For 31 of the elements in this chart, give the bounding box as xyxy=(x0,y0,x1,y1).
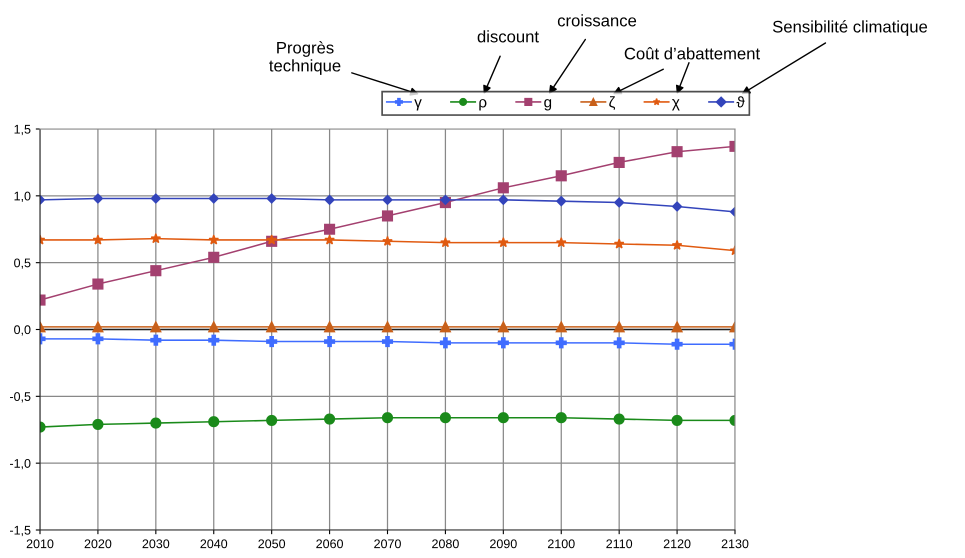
x-tick-label: 2080 xyxy=(432,539,459,548)
y-tick-label: 0,0 xyxy=(14,325,30,336)
y-tick-label: -1,0 xyxy=(10,458,30,470)
legend-label: ρ xyxy=(479,99,486,110)
x-tick-label: 2040 xyxy=(200,539,228,548)
text: Sensibilité climatique xyxy=(772,20,928,36)
x-tick-label: 2010 xyxy=(26,539,54,548)
x-tick-label: 2110 xyxy=(606,539,632,548)
x-tick-label: 2070 xyxy=(374,539,401,548)
x-tick-label: 2060 xyxy=(316,539,343,548)
text: croissance xyxy=(558,14,636,26)
x-tick-label: 2020 xyxy=(84,539,112,548)
y-tick-label: 0,5 xyxy=(14,258,30,269)
text: Coût d’abattement xyxy=(624,47,760,60)
legend-label: g xyxy=(544,99,552,110)
y-tick-label: -0,5 xyxy=(10,392,30,402)
x-tick-label: 2100 xyxy=(548,539,575,548)
y-tick-label: 1,0 xyxy=(14,192,30,202)
x-tick-label: 2030 xyxy=(142,539,170,548)
text: Progrès technique xyxy=(269,41,340,75)
y-tick-label: 1,5 xyxy=(14,124,30,136)
x-tick-label: 2120 xyxy=(664,539,690,548)
legend-label: γ xyxy=(414,99,422,110)
legend-label: ϑ xyxy=(736,96,745,108)
text: discount xyxy=(478,30,539,42)
y-tick-label: -1,5 xyxy=(10,526,30,536)
x-tick-label: 2130 xyxy=(722,539,748,548)
legend-label: χ xyxy=(672,99,680,110)
x-tick-label: 2050 xyxy=(258,539,286,548)
legend-label: ζ xyxy=(609,96,616,110)
x-tick-label: 2090 xyxy=(490,539,517,548)
